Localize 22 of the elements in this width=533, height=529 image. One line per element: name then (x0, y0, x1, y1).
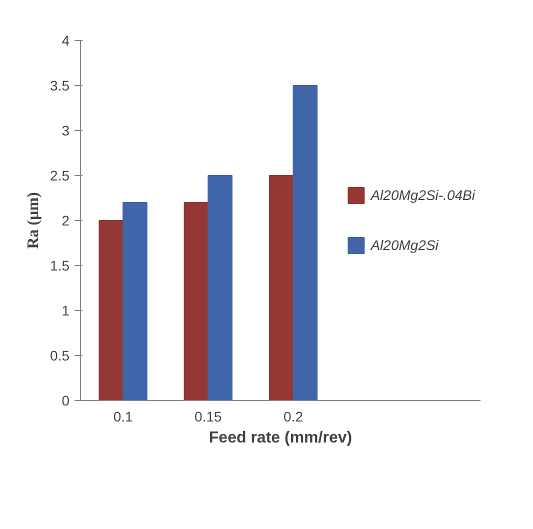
y-tick-label: 0 (62, 392, 70, 408)
y-tick-label: 3 (62, 122, 70, 138)
legend-label: Al20Mg2Si (370, 237, 438, 253)
y-tick-label: 0.5 (50, 348, 70, 364)
bar (122, 202, 148, 400)
y-tick-label: 1.5 (50, 258, 70, 274)
y-tick-label: 4 (62, 32, 70, 48)
y-tick-label: 2 (62, 212, 70, 228)
y-axis-title: Ra (µm) (25, 192, 42, 249)
x-tick-label: 0.1 (113, 408, 133, 424)
x-axis-title: Feed rate (mm/rev) (208, 430, 352, 446)
y-tick-label: 1 (62, 302, 70, 318)
bar (98, 220, 124, 400)
bar (268, 175, 294, 400)
bar (292, 85, 318, 400)
x-tick-label: 0.2 (284, 408, 304, 424)
y-tick-label: 2.5 (50, 168, 70, 184)
x-tick-label: 0.15 (194, 408, 222, 424)
legend-label: Al20Mg2Si-.04Bi (370, 187, 475, 203)
bar (184, 202, 209, 400)
y-tick-label: 3.5 (50, 78, 70, 94)
bar (208, 175, 232, 400)
